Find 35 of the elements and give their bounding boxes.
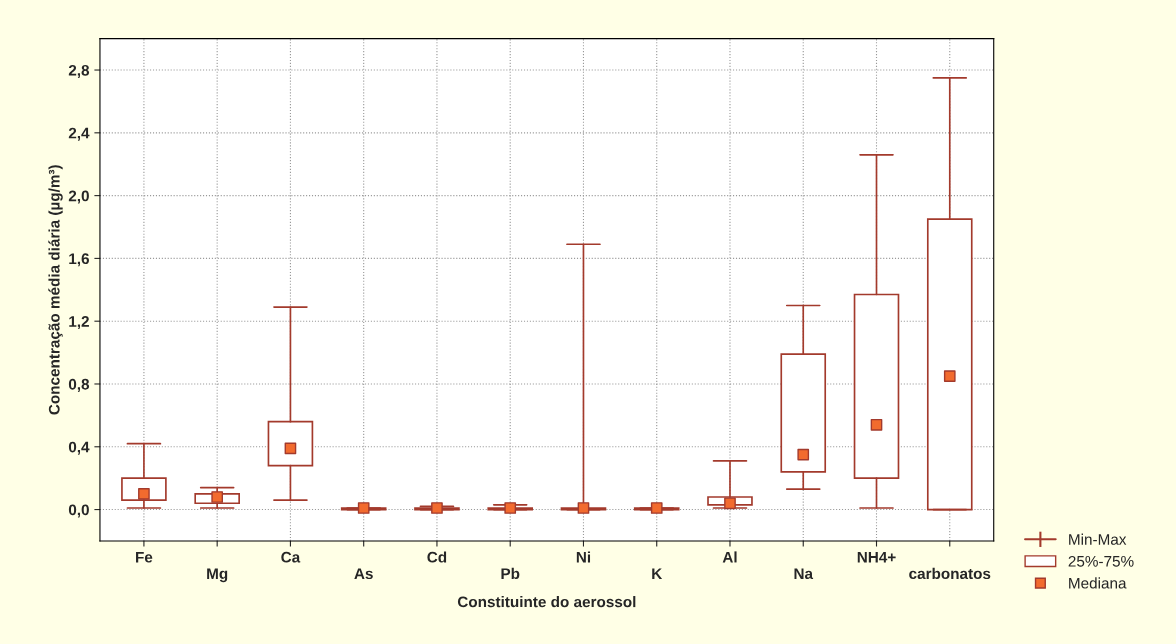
y-tick-label: 0,0 bbox=[68, 504, 89, 518]
x-tick-label: carbonatos bbox=[909, 567, 991, 580]
point bbox=[650, 502, 663, 514]
x-tick-label: Pb bbox=[501, 567, 520, 580]
x-tick-label: K bbox=[652, 568, 663, 579]
y-tick-label: 1,6 bbox=[69, 253, 89, 267]
y-tick-label: 0,8 bbox=[68, 378, 90, 392]
y-tick-label: 1,2 bbox=[69, 316, 89, 330]
x-tick-label: Ca bbox=[281, 551, 301, 563]
point bbox=[357, 502, 370, 514]
point bbox=[577, 502, 590, 514]
point bbox=[431, 502, 443, 514]
legend-label: Mediana bbox=[1069, 577, 1127, 589]
point bbox=[943, 370, 956, 382]
y-tick-label: 2,4 bbox=[68, 127, 90, 141]
x-tick-label: NH4+ bbox=[857, 551, 896, 563]
point bbox=[870, 418, 883, 431]
x-tick-label: Ni bbox=[576, 551, 591, 563]
x-tick-label: Cd bbox=[427, 551, 447, 563]
point bbox=[211, 491, 224, 503]
y-axis-title: Concentração média diária (µg/m³) bbox=[48, 165, 63, 415]
point bbox=[504, 502, 517, 514]
x-tick-label: Mg bbox=[207, 568, 228, 583]
y-tick-label: 2,0 bbox=[68, 190, 89, 204]
text: 25%-75% bbox=[1068, 555, 1134, 567]
x-axis-title: Constituinte do aerossol bbox=[457, 596, 636, 608]
text: Min-Max bbox=[1069, 533, 1127, 545]
x-tick-label: Na bbox=[794, 568, 814, 580]
y-tick-label: 0,4 bbox=[68, 441, 90, 455]
x-tick-label: Fe bbox=[136, 551, 153, 563]
y-tick-label: 2,8 bbox=[68, 64, 90, 78]
x-tick-label: Al bbox=[722, 551, 737, 563]
point bbox=[797, 448, 810, 461]
point bbox=[724, 497, 736, 510]
x-tick-label: As bbox=[354, 568, 373, 580]
